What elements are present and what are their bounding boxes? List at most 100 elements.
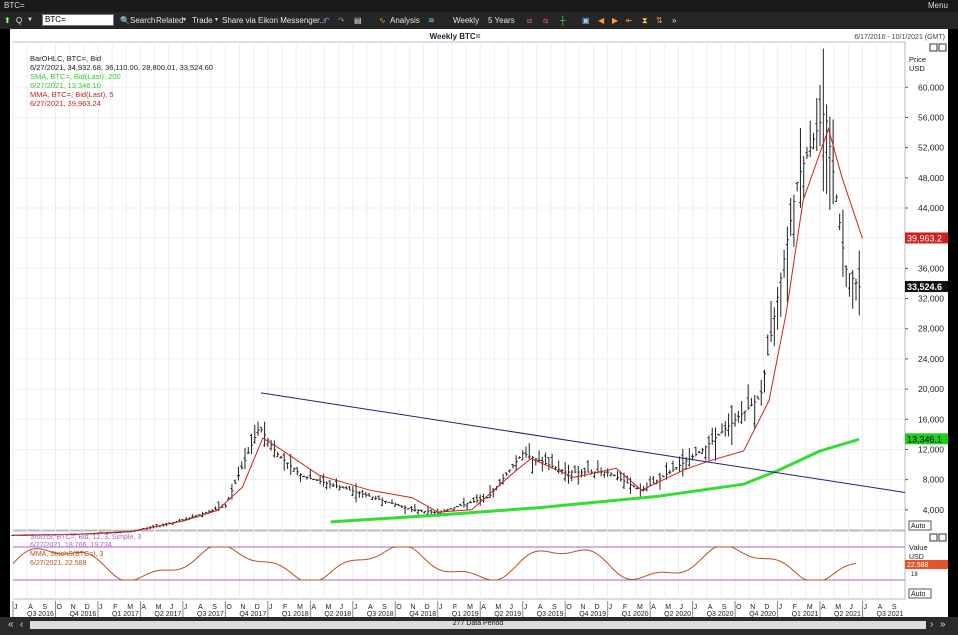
quarter-tick-label: Q3 2018	[367, 611, 394, 617]
scroll-start-icon[interactable]: «	[8, 619, 14, 630]
zoom-box-icon[interactable]: ▣	[582, 16, 590, 25]
analysis-icon: ∿	[379, 16, 386, 25]
month-tick-label: F	[283, 604, 287, 611]
y-tick-label: 56,000	[918, 112, 944, 122]
sort-icon[interactable]: ⇅	[656, 16, 663, 25]
month-tick-label: M	[807, 604, 813, 611]
more-chevron-icon[interactable]: »	[672, 16, 677, 25]
legend-ohlc-values: 6/27/2021, 34,932.68, 36,110.00, 28,800.…	[30, 63, 213, 72]
undo-icon[interactable]: ↶	[323, 16, 330, 25]
analysis-menu[interactable]: Analysis	[390, 16, 420, 25]
y-tick-label: 12,000	[918, 444, 944, 454]
month-tick-label: J	[679, 604, 683, 611]
price-chart[interactable]: Weekly BTC= 6/17/2016 - 10/1/2021 (GMT) …	[10, 29, 948, 618]
interval-select[interactable]: Weekly	[453, 16, 480, 25]
quarter-tick-label: Q3 2019	[537, 611, 564, 617]
quarter-tick-label: Q4 2020	[749, 611, 776, 617]
quote-q-icon[interactable]: Q	[16, 16, 23, 25]
window-title: BTC=	[4, 1, 25, 10]
line-chart-icon[interactable]: ⧄	[527, 16, 533, 25]
month-tick-label: M	[325, 604, 331, 611]
scroll-track[interactable]: 277 Data Period	[30, 620, 926, 629]
scroll-left-icon[interactable]: ◀	[598, 16, 605, 25]
scroll-end-icon[interactable]: »	[940, 619, 946, 630]
price-axis-title: Price	[909, 55, 926, 64]
stochastic-line	[12, 546, 857, 581]
mma-value-box	[905, 232, 948, 244]
scroll-forward-icon[interactable]: ›	[930, 619, 934, 630]
hourglass-icon[interactable]: ⧗	[642, 16, 648, 25]
quarter-tick-label: Q3 2021	[877, 611, 904, 617]
month-tick-label: J	[184, 604, 188, 611]
month-tick-label: J	[340, 604, 344, 611]
panel-restore-button[interactable]	[929, 43, 938, 52]
month-tick-label: S	[552, 604, 557, 611]
chart-area[interactable]: Weekly BTC= 6/17/2016 - 10/1/2021 (GMT) …	[10, 29, 948, 618]
related-menu[interactable]: Related	[156, 16, 184, 25]
month-tick-label: S	[382, 604, 387, 611]
osc-auto-scale-label: Auto	[911, 591, 926, 598]
month-tick-label: J	[170, 604, 174, 611]
menu-button[interactable]: Menu	[927, 1, 948, 10]
month-tick-label: A	[878, 604, 883, 611]
month-tick-label: A	[311, 604, 316, 611]
month-tick-label: D	[425, 604, 430, 611]
month-tick-label: M	[665, 604, 671, 611]
scroll-right-icon[interactable]: ▶	[612, 16, 619, 25]
month-tick-label: N	[750, 604, 755, 611]
quarter-axis: Q3 2016 Q4 2016 Q1 2017 Q2 2017 Q3 2017 Q4 20…	[12, 601, 904, 618]
fit-icon[interactable]: ⇤	[626, 16, 633, 25]
up-arrow-icon[interactable]: ⬆	[4, 16, 11, 25]
legend-mma-value: 6/27/2021, 39,963.24	[30, 99, 101, 108]
month-tick-label: J	[864, 604, 868, 611]
osc-value-label-2: 18	[911, 572, 918, 578]
ric-input[interactable]: BTC=	[42, 14, 114, 26]
quarter-tick-label: Q2 2018	[324, 611, 351, 617]
quarter-tick-label: Q1 2019	[452, 611, 479, 617]
osc-restore-button[interactable]	[929, 533, 938, 542]
trade-menu[interactable]: Trade	[192, 16, 213, 25]
month-tick-label: N	[410, 604, 415, 611]
auto-scale-button[interactable]	[908, 520, 932, 531]
month-tick-label: S	[722, 604, 727, 611]
date-range: 6/17/2016 - 10/1/2021 (GMT)	[854, 34, 945, 41]
search-button[interactable]: Search	[130, 16, 156, 25]
studies-icon[interactable]: ≋	[428, 16, 435, 25]
chart-title: Weekly BTC=	[430, 32, 481, 41]
quarter-tick-label: Q4 2016	[69, 611, 96, 617]
quarter-tick-label: Q2 2019	[494, 611, 521, 617]
bar-chart-icon[interactable]: ⧅	[543, 16, 549, 25]
month-tick-label: O	[736, 604, 742, 611]
month-tick-label: M	[156, 604, 162, 611]
range-select[interactable]: 5 Years	[488, 16, 515, 25]
folder-icon[interactable]: ▤	[354, 16, 362, 25]
osc-close-button[interactable]	[938, 533, 947, 542]
month-tick-label: D	[255, 604, 260, 611]
legend-sma-value: 6/27/2021, 13,346.10	[30, 81, 101, 90]
bottom-scrollbar[interactable]: « ‹ 277 Data Period › »	[0, 617, 958, 635]
y-tick-label: 44,000	[918, 203, 944, 213]
share-messenger-button[interactable]: Share via Eikon Messenger...	[222, 16, 327, 25]
y-tick-label: 60,000	[918, 82, 944, 92]
panel-close-button[interactable]	[938, 43, 947, 52]
quarter-tick-label: Q4 2017	[239, 611, 266, 617]
redo-icon[interactable]: ↷	[338, 16, 345, 25]
month-tick-label: S	[892, 604, 897, 611]
chevron-down-icon[interactable]: ▼	[27, 17, 33, 23]
month-tick-label: J	[524, 604, 528, 611]
month-tick-label: D	[595, 604, 600, 611]
month-tick-label: O	[56, 604, 62, 611]
scroll-back-icon[interactable]: ‹	[20, 619, 24, 630]
quarter-tick-label: Q2 2020	[664, 611, 691, 617]
legend-sma: SMA, BTC=, Bid(Last), 200	[30, 72, 121, 81]
osc-auto-scale-button[interactable]	[908, 588, 932, 599]
crosshair-icon[interactable]: ┼	[560, 16, 566, 25]
month-tick-label: O	[566, 604, 572, 611]
quarter-tick-label: Q3 2020	[707, 611, 734, 617]
search-icon[interactable]: 🔍	[120, 16, 130, 25]
mma-value-label: 39,963.2	[907, 233, 942, 243]
price-panel[interactable]	[12, 41, 906, 531]
quarter-tick-label: Q1 2020	[622, 611, 649, 617]
oscillator-panel[interactable]	[12, 530, 906, 600]
